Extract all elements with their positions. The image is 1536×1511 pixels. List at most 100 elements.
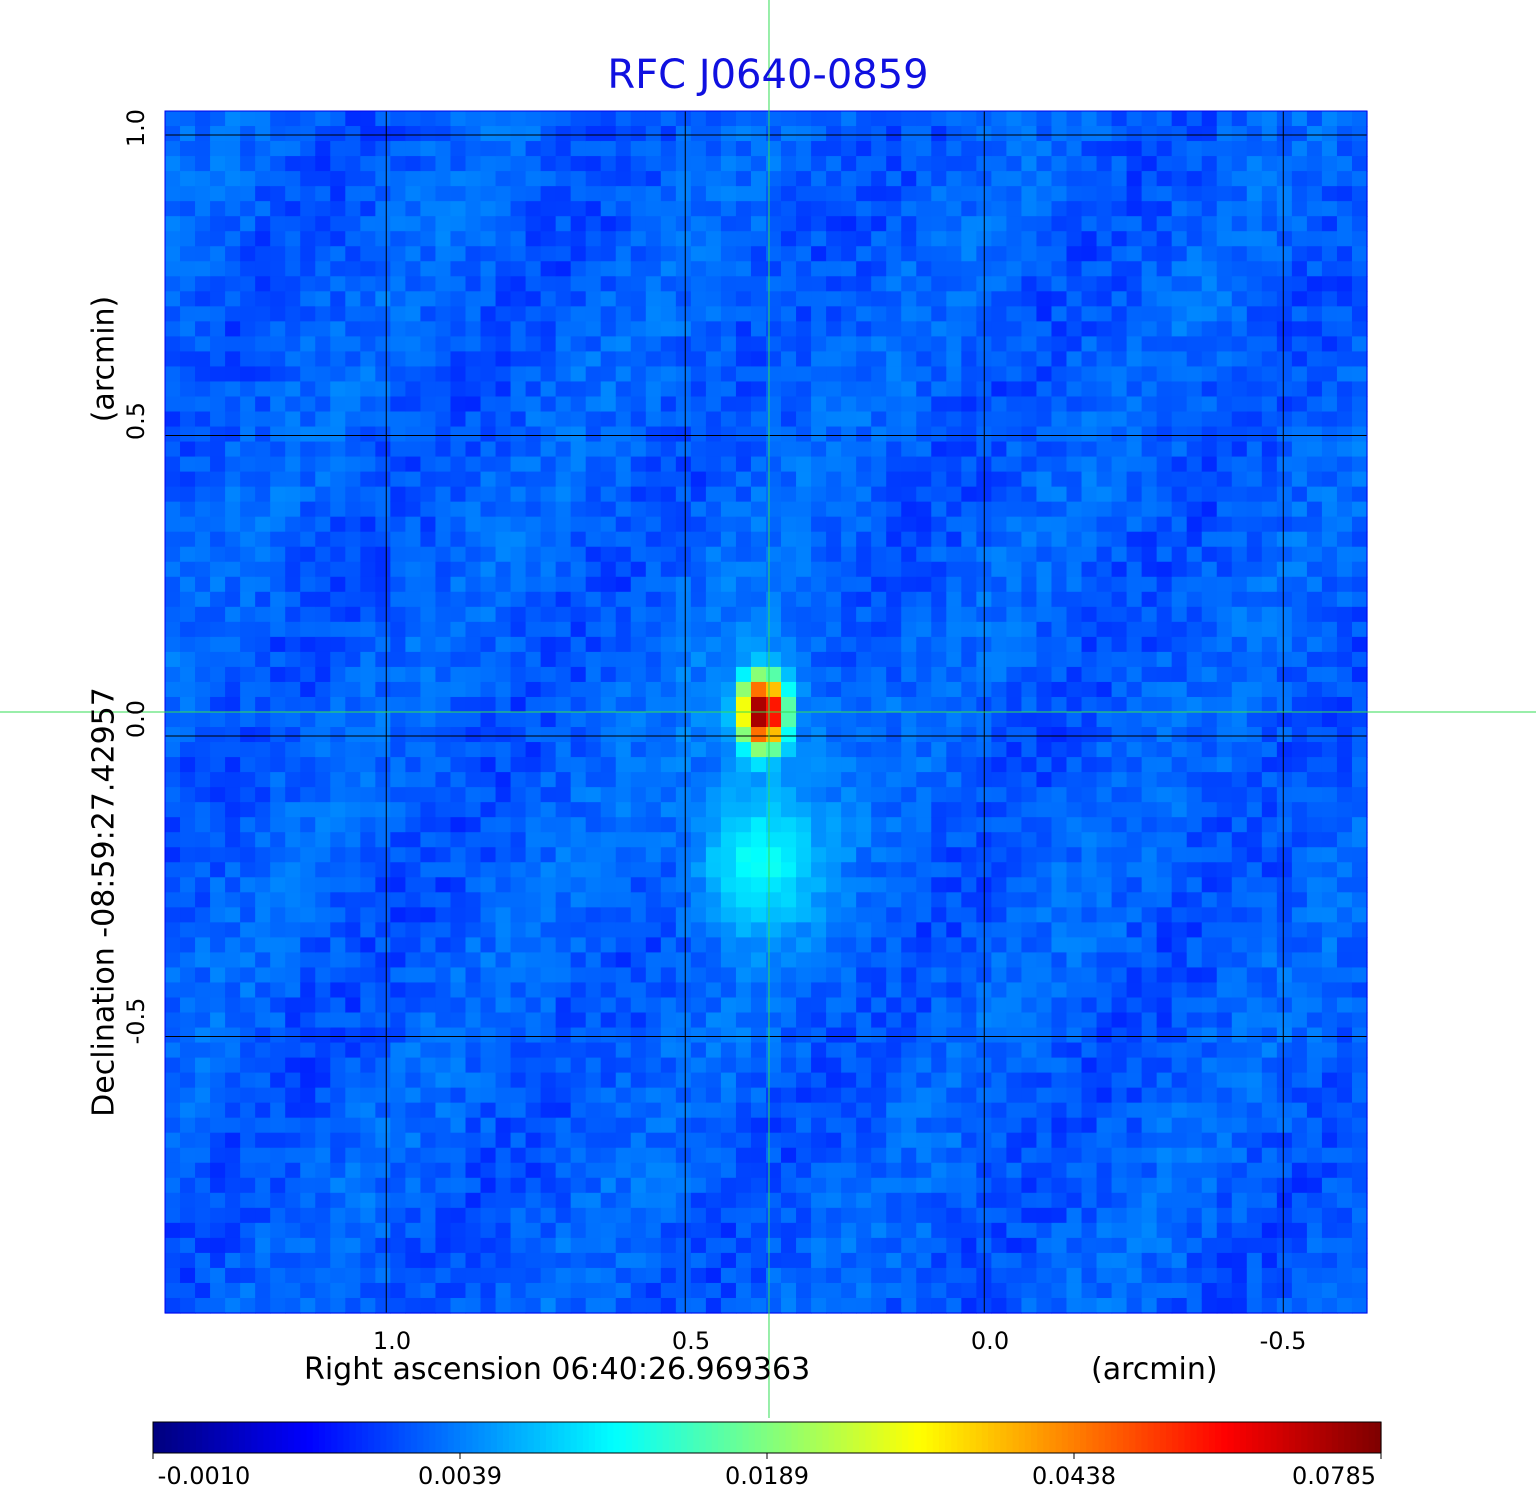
map-pixel (630, 246, 647, 262)
map-pixel (300, 531, 316, 548)
map-pixel (645, 907, 662, 923)
map-pixel (255, 832, 271, 848)
map-pixel (660, 621, 677, 638)
map-pixel (240, 576, 256, 593)
map-pixel (645, 757, 662, 773)
map-pixel (405, 426, 422, 443)
map-pixel (225, 531, 241, 548)
map-pixel (570, 982, 587, 999)
map-pixel (901, 531, 917, 548)
map-pixel (645, 516, 662, 533)
map-pixel (1021, 1147, 1038, 1164)
map-pixel (660, 727, 677, 743)
map-pixel (570, 426, 587, 443)
map-pixel (465, 306, 482, 322)
map-pixel (720, 862, 737, 878)
map-pixel (1006, 456, 1023, 473)
map-pixel (931, 111, 947, 127)
map-pixel (390, 231, 407, 247)
map-pixel (345, 546, 361, 563)
map-pixel (450, 681, 467, 698)
map-pixel (690, 1237, 707, 1254)
map-pixel (315, 396, 331, 413)
map-pixel (720, 847, 737, 863)
map-pixel (856, 111, 872, 127)
map-pixel (435, 501, 452, 518)
map-pixel (165, 922, 181, 938)
map-pixel (210, 471, 226, 488)
map-pixel (450, 967, 467, 984)
map-pixel (390, 1222, 407, 1239)
map-pixel (225, 261, 241, 277)
map-pixel (811, 1072, 827, 1089)
map-pixel (690, 862, 707, 878)
map-pixel (345, 1162, 361, 1179)
map-pixel (540, 907, 557, 923)
map-pixel (766, 952, 782, 969)
map-pixel (720, 982, 737, 999)
map-pixel (826, 1012, 842, 1029)
map-pixel (525, 591, 542, 608)
map-pixel (630, 696, 647, 713)
map-pixel (901, 171, 917, 187)
map-pixel (420, 967, 437, 984)
map-pixel (615, 291, 632, 307)
map-pixel (360, 291, 376, 307)
map-pixel (570, 937, 587, 954)
map-pixel (660, 1282, 677, 1299)
map-pixel (465, 1192, 482, 1209)
map-pixel (720, 351, 737, 368)
map-pixel (240, 666, 256, 683)
map-pixel (330, 1192, 346, 1209)
map-pixel (255, 441, 271, 458)
map-pixel (390, 276, 407, 292)
map-pixel (450, 111, 467, 127)
map-pixel (450, 862, 467, 878)
map-pixel (1051, 982, 1068, 999)
map-pixel (1096, 291, 1113, 307)
map-pixel (1036, 486, 1053, 503)
map-pixel (811, 516, 827, 533)
map-pixel (1066, 1087, 1083, 1104)
map-pixel (1066, 306, 1083, 322)
map-pixel (555, 1297, 572, 1314)
map-pixel (165, 216, 181, 232)
map-pixel (750, 471, 767, 488)
map-pixel (615, 591, 632, 608)
map-pixel (480, 396, 497, 413)
map-pixel (720, 1252, 737, 1269)
map-pixel (946, 441, 962, 458)
map-pixel (210, 291, 226, 307)
map-pixel (991, 967, 1008, 984)
map-pixel (660, 1072, 677, 1089)
map-pixel (946, 291, 962, 307)
map-pixel (525, 1117, 542, 1134)
map-pixel (946, 501, 962, 518)
map-pixel (826, 1087, 842, 1104)
map-pixel (420, 787, 437, 803)
map-pixel (1096, 141, 1113, 157)
map-pixel (931, 967, 947, 984)
map-pixel (931, 171, 947, 187)
map-pixel (750, 426, 767, 443)
map-pixel (750, 1027, 767, 1044)
map-pixel (300, 651, 316, 668)
map-pixel (180, 456, 196, 473)
map-pixel (796, 351, 812, 368)
map-pixel (435, 967, 452, 984)
map-pixel (375, 997, 391, 1014)
map-pixel (1036, 877, 1053, 893)
map-pixel (240, 997, 256, 1014)
map-pixel (961, 636, 977, 653)
map-pixel (630, 501, 647, 518)
map-pixel (435, 1147, 452, 1164)
map-pixel (360, 1117, 376, 1134)
map-pixel (360, 366, 376, 383)
map-pixel (525, 246, 542, 262)
map-pixel (781, 937, 797, 954)
map-pixel (450, 171, 467, 187)
map-pixel (811, 681, 827, 698)
map-pixel (781, 1027, 797, 1044)
map-pixel (480, 1282, 497, 1299)
map-pixel (600, 171, 617, 187)
